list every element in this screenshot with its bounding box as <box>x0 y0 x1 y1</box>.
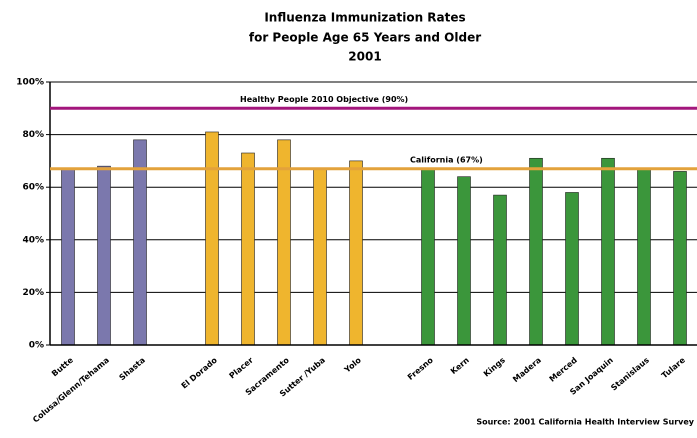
bar <box>565 192 579 346</box>
y-tick-label: 40% <box>22 235 44 245</box>
bar <box>133 139 147 346</box>
bar <box>529 157 543 346</box>
x-tick-label: Stanislaus <box>609 355 651 392</box>
x-tick-label: Colusa/Glenn/Tehama <box>31 356 111 425</box>
bar <box>349 160 363 346</box>
reference-label: California (67%) <box>410 155 483 164</box>
bar <box>637 168 651 346</box>
x-tick-label: El Dorado <box>180 355 220 390</box>
bar <box>421 168 435 346</box>
reference-label: Healthy People 2010 Objective (90%) <box>240 95 408 104</box>
chart-title: for People Age 65 Years and Older <box>249 31 481 45</box>
bar <box>205 131 219 346</box>
x-tick-label: Tulare <box>660 355 688 380</box>
bar <box>493 194 507 346</box>
x-tick-label: Kings <box>482 355 507 378</box>
y-tick-label: 80% <box>22 130 44 140</box>
bar <box>61 168 75 346</box>
source-note: Source: 2001 California Health Interview… <box>476 418 694 427</box>
bar <box>241 152 255 346</box>
bar <box>277 139 291 346</box>
x-tick-label: Placer <box>228 356 255 381</box>
bar <box>97 165 111 346</box>
x-tick-label: Fresno <box>406 355 435 382</box>
y-tick-label: 20% <box>22 288 44 298</box>
bar <box>457 176 471 346</box>
x-tick-label: Merced <box>548 355 579 383</box>
y-tick-label: 60% <box>22 183 44 193</box>
bar <box>673 171 687 346</box>
bar <box>601 157 615 346</box>
y-tick-label: 100% <box>16 78 44 88</box>
x-tick-label: Madera <box>511 356 543 385</box>
x-tick-label: Shasta <box>117 356 146 383</box>
chart-title: Influenza Immunization Rates <box>264 11 465 25</box>
y-tick-label: 0% <box>29 341 44 351</box>
x-tick-label: Yolo <box>342 355 363 375</box>
x-tick-label: Kern <box>449 355 471 376</box>
x-tick-label: Butte <box>50 355 75 378</box>
chart-title: 2001 <box>348 50 381 64</box>
bar <box>313 168 327 346</box>
